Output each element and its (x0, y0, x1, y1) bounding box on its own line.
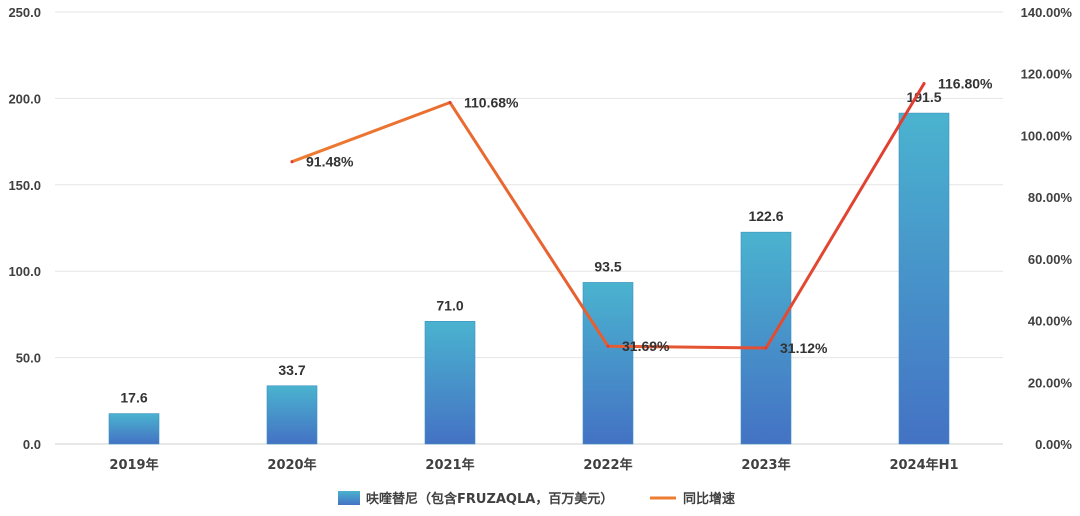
bar-value-label: 17.6 (120, 390, 147, 406)
x-tick-label: 2019年 (109, 457, 158, 473)
x-tick-label: 2023年 (741, 457, 790, 473)
right-tick-label: 80.00% (1028, 190, 1073, 205)
bar-value-label: 122.6 (748, 208, 783, 224)
line-point (606, 344, 610, 348)
left-tick-label: 200.0 (8, 91, 41, 106)
right-tick-label: 100.00% (1021, 128, 1073, 143)
x-tick-label: 2021年 (425, 457, 474, 473)
line-value-label: 110.68% (464, 94, 519, 110)
line-series: 91.48% 110.68% 31.69% 31.12% 116.80% (290, 76, 993, 356)
left-tick-label: 150.0 (8, 178, 41, 193)
legend-bar-swatch (338, 491, 360, 505)
x-tick-label: 2024年H1 (889, 457, 958, 473)
left-axis: 0.0 50.0 100.0 150.0 200.0 250.0 (8, 5, 41, 452)
right-tick-label: 60.00% (1028, 252, 1073, 267)
left-tick-label: 0.0 (23, 437, 41, 452)
right-axis: 0.00% 20.00% 40.00% 60.00% 80.00% 100.00% 120.… (1021, 5, 1073, 452)
left-tick-label: 250.0 (8, 5, 41, 20)
bar (740, 231, 792, 445)
x-axis: 2019年 2020年 2021年 2022年 2023年 2024年H1 (109, 457, 958, 473)
gridlines (55, 11, 1003, 445)
line-value-label: 116.80% (938, 76, 993, 92)
bar (108, 413, 160, 445)
bar (898, 112, 950, 445)
left-tick-label: 100.0 (8, 264, 41, 279)
bar (266, 385, 318, 445)
x-tick-label: 2022年 (583, 457, 632, 473)
bar (424, 321, 476, 445)
bar-value-label: 33.7 (278, 362, 305, 378)
legend-line-label: 同比增速 (683, 491, 735, 507)
line-point (764, 346, 768, 350)
right-tick-label: 20.00% (1028, 375, 1073, 390)
line-point (448, 100, 452, 104)
right-tick-label: 0.00% (1035, 437, 1072, 452)
line-value-label: 31.69% (622, 338, 670, 354)
right-tick-label: 140.00% (1021, 5, 1073, 20)
bar (582, 282, 634, 445)
line-point (290, 160, 294, 164)
legend: 呋喹替尼（包含FRUZAQLA，百万美元） 同比增速 (338, 491, 735, 507)
line-point (922, 82, 926, 86)
bar-value-label: 71.0 (436, 297, 463, 313)
x-tick-label: 2020年 (267, 457, 316, 473)
right-tick-label: 120.00% (1021, 67, 1073, 82)
bar-value-label: 93.5 (594, 258, 621, 274)
line-value-label: 31.12% (780, 340, 828, 356)
line-value-label: 91.48% (306, 154, 354, 170)
left-tick-label: 50.0 (16, 351, 41, 366)
right-tick-label: 40.00% (1028, 314, 1073, 329)
legend-bar-label: 呋喹替尼（包含FRUZAQLA，百万美元） (366, 491, 613, 507)
